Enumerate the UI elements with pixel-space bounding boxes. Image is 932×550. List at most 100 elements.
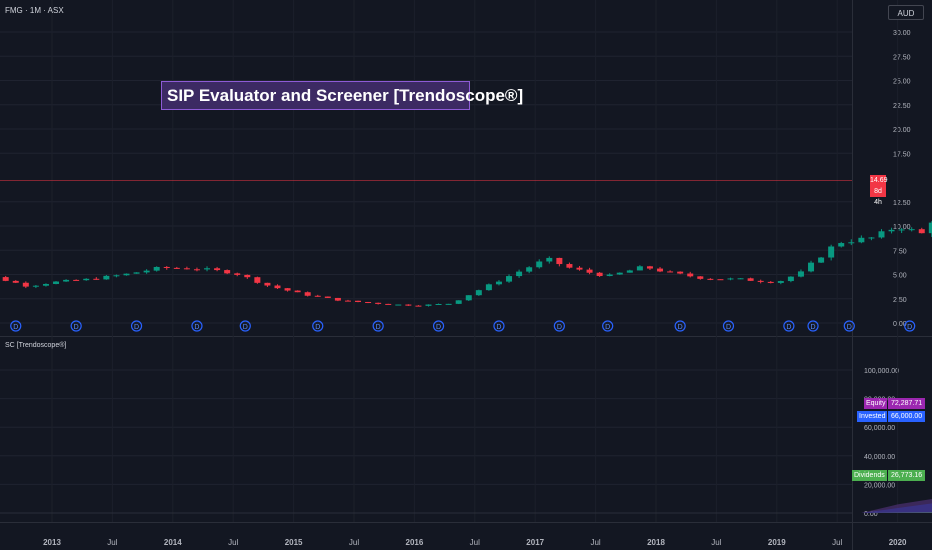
candle-body xyxy=(475,290,482,296)
candle-body xyxy=(707,278,714,280)
candle-body xyxy=(928,222,932,234)
candle-body xyxy=(737,278,744,280)
current-price-value: 14.69 xyxy=(870,177,888,184)
candle-body xyxy=(516,271,523,277)
candle-body xyxy=(717,279,724,281)
candle-body xyxy=(646,266,653,269)
candle-body xyxy=(123,273,130,276)
candle-body xyxy=(495,281,502,285)
time-tick-label: Jul xyxy=(107,538,117,547)
candle-body xyxy=(878,231,885,238)
dividend-marker-label: D xyxy=(847,324,852,331)
dividend-marker-circle xyxy=(807,320,819,332)
candle-body xyxy=(224,270,231,274)
candle-body xyxy=(626,270,633,273)
pane-separator xyxy=(0,336,932,337)
dividends-value-tag: 26,773.16 xyxy=(888,470,926,481)
equity-legend-label: Equity xyxy=(864,398,888,409)
dividend-marker-circle xyxy=(191,320,203,332)
dividend-marker-circle xyxy=(312,320,324,332)
candle-body xyxy=(193,269,200,271)
dividend-marker-label: D xyxy=(726,324,731,331)
invested-area xyxy=(861,503,932,513)
dividend-marker-label: D xyxy=(134,324,139,331)
candle-body xyxy=(415,305,422,307)
candle-body xyxy=(566,264,573,268)
time-tick-label: Jul xyxy=(470,538,480,547)
dividend-marker-circle xyxy=(70,320,82,332)
dividends-area xyxy=(861,511,932,513)
dividend-marker-circle xyxy=(722,320,735,332)
time-tick-label: 2018 xyxy=(647,538,665,547)
price-tick-label: 7.50 xyxy=(893,248,907,255)
candle-body xyxy=(526,267,533,272)
candle-body xyxy=(344,300,351,302)
dividend-marker-circle xyxy=(553,320,565,332)
indicator-tick-label: 20,000.00 xyxy=(864,482,895,489)
candle-body xyxy=(828,246,835,258)
candle-body xyxy=(848,242,855,244)
candle-body xyxy=(204,268,211,270)
candle-body xyxy=(445,303,452,305)
dividend-marker-label: D xyxy=(376,324,381,331)
candle-body xyxy=(908,229,915,231)
candle-body xyxy=(888,229,895,232)
candle-body xyxy=(173,267,180,269)
candle-body xyxy=(214,268,221,271)
candle-body xyxy=(304,292,311,296)
price-tick-label: 17.50 xyxy=(893,151,911,158)
dividend-marker-label: D xyxy=(436,324,441,331)
candle-body xyxy=(918,229,925,234)
dividend-marker-label: D xyxy=(74,324,79,331)
candle-body xyxy=(687,273,694,277)
candle-body xyxy=(365,301,372,303)
indicator-tick-label: 60,000.00 xyxy=(864,425,895,432)
price-tick-label: 27.50 xyxy=(893,54,911,61)
price-tick-label: 0.00 xyxy=(893,321,907,328)
dividend-marker-label: D xyxy=(496,324,501,331)
candle-body xyxy=(133,272,140,274)
candle-body xyxy=(818,257,825,263)
candle-body xyxy=(657,268,664,272)
candle-body xyxy=(324,296,331,298)
dividend-marker-label: D xyxy=(243,324,248,331)
invested-legend-label: Invested xyxy=(857,411,888,422)
candle-body xyxy=(103,275,110,280)
invested-value-tag: 66,000.00 xyxy=(888,411,926,422)
candle-body xyxy=(697,276,704,279)
candle-countdown: 8d 4h xyxy=(874,188,882,206)
candle-body xyxy=(797,271,804,277)
dividend-marker-label: D xyxy=(605,324,610,331)
candle-body xyxy=(868,237,875,239)
candle-body xyxy=(83,278,90,281)
candle-body xyxy=(63,279,70,282)
indicator-tick-label: 0.00 xyxy=(864,511,878,518)
dividend-marker-circle xyxy=(10,320,22,332)
candle-body xyxy=(787,276,794,282)
candle-body xyxy=(898,229,905,231)
candle-body xyxy=(32,285,39,287)
candle-body xyxy=(314,295,321,297)
currency-button[interactable]: AUD xyxy=(888,5,924,20)
candle-body xyxy=(405,304,412,306)
indicator-tick-label: 40,000.00 xyxy=(864,454,895,461)
candle-body xyxy=(677,271,684,274)
candle-body xyxy=(334,297,341,301)
dividend-marker-circle xyxy=(493,320,505,332)
candle-body xyxy=(73,279,80,281)
candle-body xyxy=(254,277,261,283)
dividend-marker-circle xyxy=(372,320,384,332)
price-tick-label: 22.50 xyxy=(893,103,911,110)
dividend-marker-circle xyxy=(904,320,916,332)
price-tick-label: 5.00 xyxy=(893,273,907,280)
candle-body xyxy=(727,278,734,280)
candle-body xyxy=(234,273,241,275)
dividend-marker-circle xyxy=(239,320,251,332)
dividend-marker-label: D xyxy=(315,324,320,331)
candle-body xyxy=(22,282,29,287)
candle-body xyxy=(506,276,513,282)
candle-body xyxy=(153,266,160,271)
dividends-legend-label: Dividends xyxy=(852,470,887,481)
candle-body xyxy=(667,271,674,273)
